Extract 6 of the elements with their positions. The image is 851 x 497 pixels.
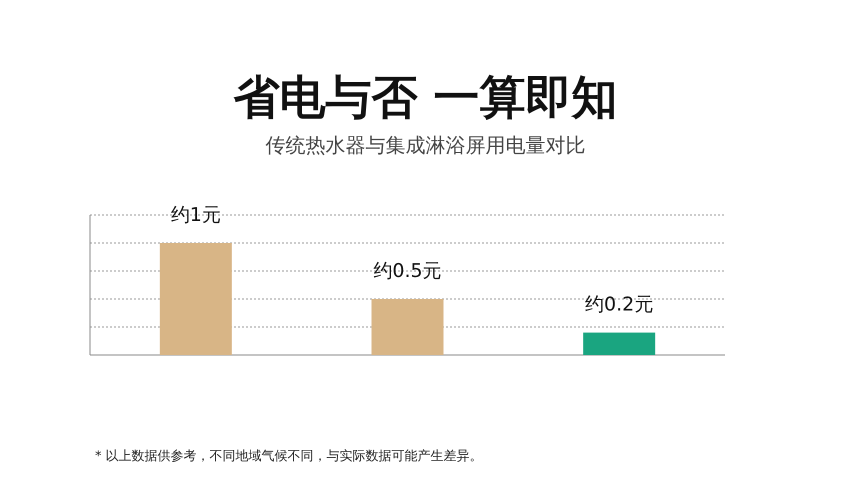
chart-subtitle: 传统热水器与集成淋浴屏用电量对比 [266, 133, 586, 157]
chart-title: 省电与否 一算即知 [232, 70, 618, 124]
data-label: 约0.5元 [373, 260, 442, 282]
data-label: 约0.2元 [585, 294, 654, 316]
text: * 以上数据供参考，不同地域气候不同，与实际数据可能产生差异。 [95, 449, 483, 464]
data-label: 约1元 [170, 204, 221, 226]
